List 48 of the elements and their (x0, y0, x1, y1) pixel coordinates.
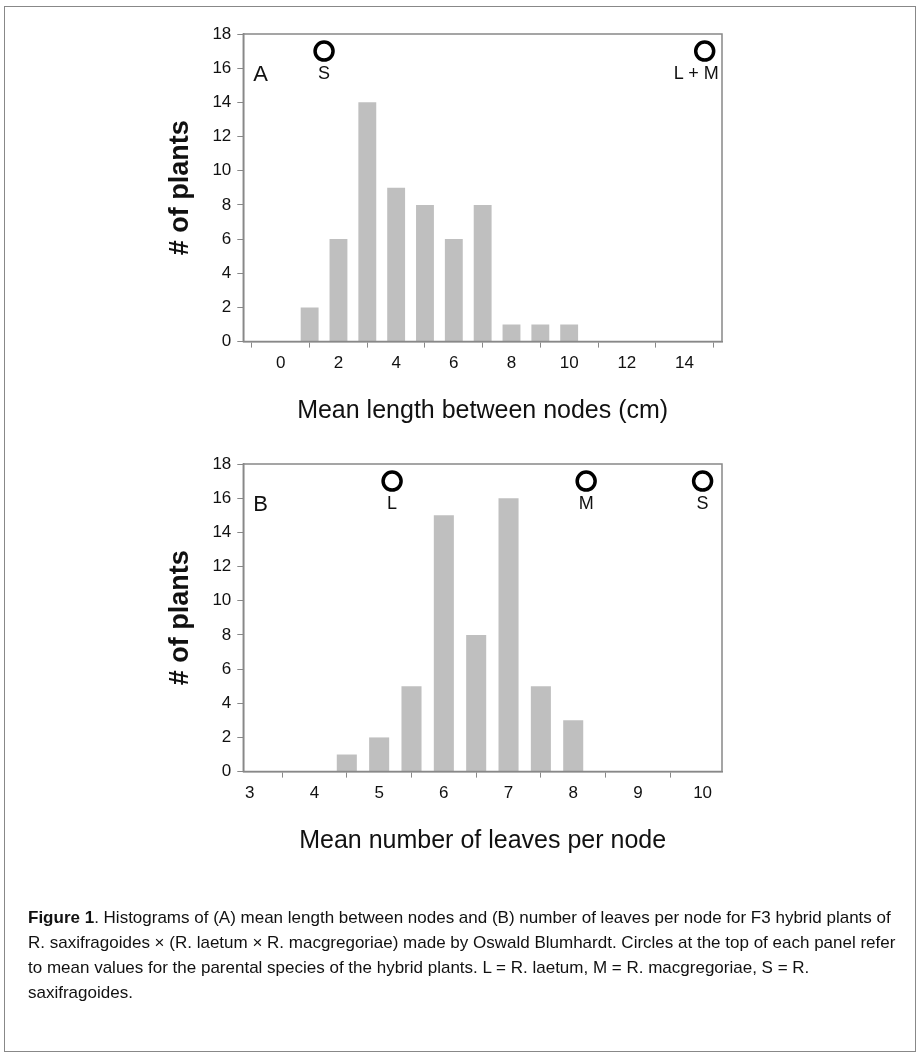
y-tick-label: 12 (212, 126, 232, 146)
x-tick-label: 7 (503, 783, 514, 803)
x-tick-label: 5 (374, 783, 384, 803)
x-tick-label: 14 (675, 353, 694, 373)
y-tick-label: 14 (212, 92, 232, 112)
y-tick-label: 18 (212, 23, 232, 43)
y-tick-label: 2 (221, 727, 232, 747)
y-tick-label: 16 (212, 57, 232, 77)
x-tick-label: 4 (391, 353, 401, 373)
text: B (253, 491, 268, 517)
y-tick-label: 8 (221, 194, 232, 214)
x-tick-label: 12 (617, 353, 637, 373)
y-tick-label: 8 (221, 624, 232, 644)
y-tick-label: 0 (221, 761, 232, 781)
x-axis-title: Mean number of leaves per node (299, 824, 667, 853)
x-tick-label: 9 (633, 783, 643, 803)
y-tick-label: 14 (212, 522, 232, 542)
x-tick-label: 10 (693, 783, 713, 803)
y-tick-label: 18 (212, 453, 232, 473)
y-axis-title: # of plants (163, 550, 194, 686)
x-tick-label: 4 (309, 783, 320, 803)
x-tick-label: 10 (559, 353, 579, 373)
y-tick-label: 10 (212, 160, 232, 180)
y-tick-label: 12 (212, 556, 232, 576)
annotation: M (578, 493, 594, 514)
x-tick-label: 6 (449, 353, 459, 373)
y-tick-label: 4 (221, 262, 232, 282)
caption: Figure 1. Histograms of (A) mean length between nodes and (B) number of leaves per node for F3 hybrid plants of R. saxifragoides × (R. laetum × R. macgregoriae) made by Oswald Blumhardt. Circles at the top of each panel refer to mean values for the parental species of the hybrid plants. L = R. laetum, M = R. macgregoriae, S = R. saxifragoides. (28, 907, 897, 1004)
y-axis-title: # of plants (163, 120, 194, 256)
y-tick-label: 16 (212, 487, 232, 507)
text: A (253, 61, 269, 87)
y-tick-label: 2 (221, 297, 232, 317)
x-tick-label: 6 (439, 783, 449, 803)
y-tick-label: 10 (212, 590, 232, 610)
y-tick-label: 6 (221, 228, 232, 248)
x-tick-label: 3 (245, 783, 255, 803)
annotation: S (696, 493, 709, 514)
x-axis-title: Mean length between nodes (cm) (297, 394, 669, 423)
y-tick-label: 4 (221, 692, 232, 712)
y-tick-label: 0 (221, 331, 232, 351)
annotation: L (387, 493, 398, 514)
x-tick-label: 8 (506, 353, 517, 373)
x-tick-label: 8 (568, 783, 578, 803)
x-tick-label: 0 (276, 353, 286, 373)
annotation: L + M (673, 63, 719, 84)
y-tick-label: 6 (221, 658, 232, 678)
x-tick-label: 2 (333, 353, 344, 373)
annotation: S (318, 63, 331, 84)
